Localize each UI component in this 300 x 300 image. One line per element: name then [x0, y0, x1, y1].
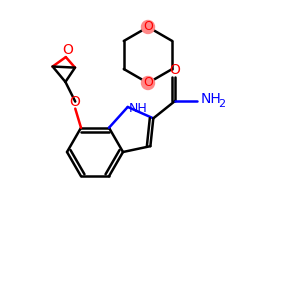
Text: NH: NH	[128, 102, 147, 116]
Text: O: O	[62, 43, 73, 57]
Text: O: O	[143, 20, 153, 34]
Text: O: O	[143, 76, 153, 89]
Text: O: O	[170, 63, 181, 77]
Text: NH: NH	[201, 92, 222, 106]
Circle shape	[142, 76, 154, 89]
Text: O: O	[69, 94, 80, 109]
Text: 2: 2	[219, 99, 226, 109]
Circle shape	[142, 20, 154, 34]
